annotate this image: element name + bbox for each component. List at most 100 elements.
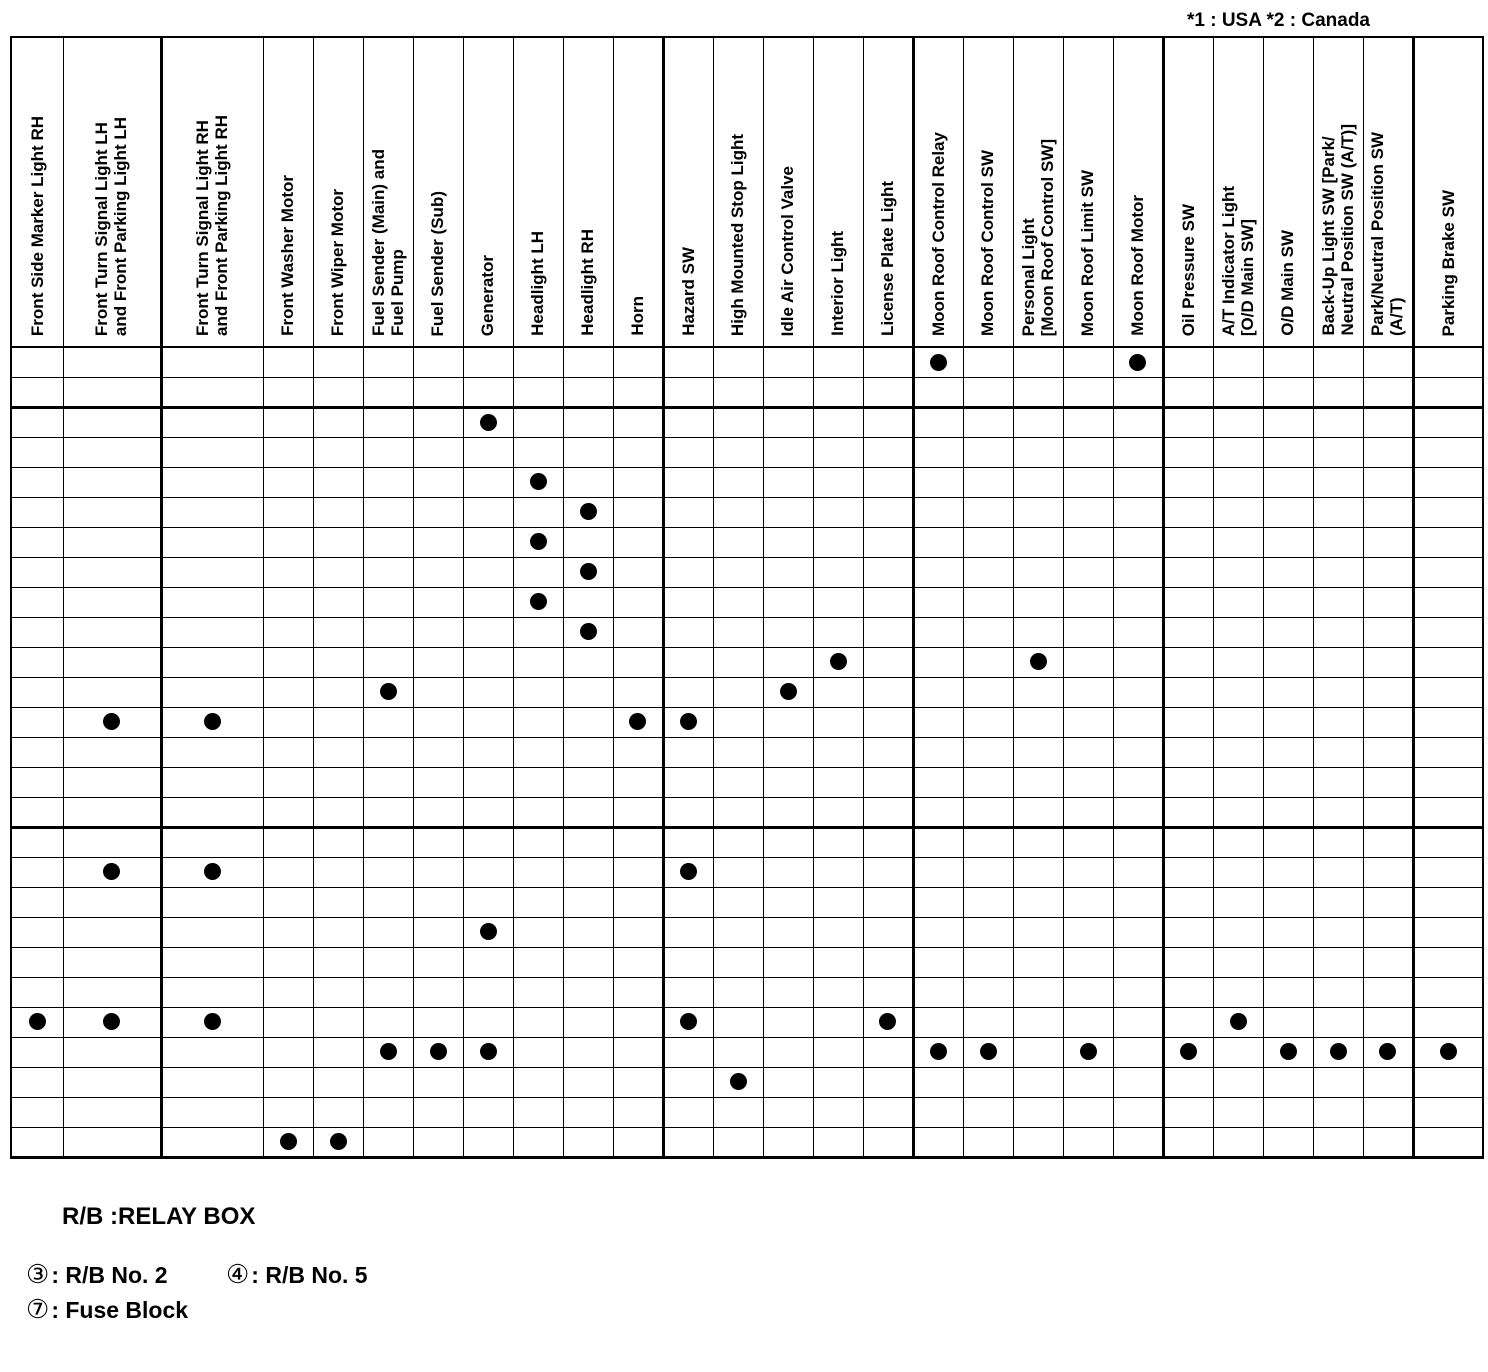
connection-dot	[529, 533, 547, 551]
matrix-cell	[1162, 616, 1214, 648]
matrix-cell	[1012, 586, 1064, 618]
matrix-cell	[1162, 886, 1214, 918]
matrix-cell	[10, 736, 64, 768]
matrix-cell	[1412, 766, 1484, 798]
matrix-cell	[412, 706, 464, 738]
matrix-cell	[612, 916, 665, 948]
matrix-cell	[412, 976, 464, 1008]
legend-item-text: : R/B No. 5	[251, 1261, 368, 1288]
matrix-cell	[1112, 1006, 1165, 1038]
column-header: Fuel Sender (Sub)	[412, 36, 464, 348]
matrix-cell	[1062, 646, 1114, 678]
matrix-cell	[512, 556, 564, 588]
matrix-cell	[912, 946, 964, 978]
matrix-cell	[1312, 1096, 1364, 1128]
matrix-cell	[1062, 1126, 1114, 1159]
matrix-cell	[62, 526, 163, 558]
matrix-cell	[1112, 886, 1165, 918]
matrix-cell	[62, 1066, 163, 1098]
matrix-cell	[562, 496, 614, 528]
matrix-cell	[312, 376, 364, 409]
matrix-cell	[1262, 706, 1314, 738]
matrix-cell	[512, 886, 564, 918]
matrix-cell	[362, 886, 414, 918]
connection-dot	[1129, 353, 1146, 371]
matrix-cell	[962, 736, 1014, 768]
matrix-cell	[762, 496, 814, 528]
matrix-cell	[462, 916, 514, 948]
matrix-row	[10, 436, 1484, 468]
matrix-cell	[312, 436, 364, 468]
matrix-cell	[1112, 496, 1165, 528]
matrix-cell	[1012, 646, 1064, 678]
matrix-cell	[1112, 976, 1165, 1008]
matrix-cell	[762, 946, 814, 978]
connection-dot	[103, 863, 120, 881]
matrix-cell	[612, 826, 665, 858]
matrix-cell	[912, 406, 964, 438]
matrix-cell	[412, 826, 464, 858]
matrix-cell	[1412, 526, 1484, 558]
matrix-cell	[62, 1096, 163, 1128]
service-manual-page: *1 : USA *2 : Canada Front Side Marker L…	[10, 10, 1484, 1324]
matrix-row	[10, 976, 1484, 1008]
matrix-cell	[712, 706, 764, 738]
matrix-cell	[562, 1096, 614, 1128]
matrix-cell	[962, 586, 1014, 618]
matrix-cell	[1212, 886, 1264, 918]
circled-3-icon: ③	[26, 1258, 50, 1289]
matrix-cell	[1062, 796, 1114, 829]
matrix-cell	[1012, 856, 1064, 888]
region-footnote-note: *1 : USA *2 : Canada	[1186, 10, 1370, 31]
matrix-cell	[10, 436, 64, 468]
matrix-cell	[1112, 1096, 1165, 1128]
matrix-row	[10, 556, 1484, 588]
matrix-cell	[512, 646, 564, 678]
matrix-cell	[1162, 736, 1214, 768]
connection-dot	[1329, 1043, 1347, 1061]
matrix-cell	[160, 886, 264, 918]
matrix-cell	[1412, 736, 1484, 768]
matrix-cell	[662, 946, 714, 978]
matrix-cell	[862, 766, 915, 798]
matrix-cell	[762, 766, 814, 798]
matrix-cell	[962, 436, 1014, 468]
column-header: Headlight RH	[562, 36, 614, 348]
matrix-cell	[312, 556, 364, 588]
matrix-cell	[1312, 736, 1364, 768]
connection-dot	[204, 713, 221, 731]
matrix-row	[10, 1006, 1484, 1038]
matrix-cell	[912, 496, 964, 528]
matrix-cell	[962, 916, 1014, 948]
matrix-cell	[662, 616, 714, 648]
matrix-cell	[62, 376, 163, 409]
matrix-cell	[462, 826, 514, 858]
matrix-cell	[1112, 766, 1165, 798]
matrix-cell	[62, 916, 163, 948]
matrix-cell	[412, 526, 464, 558]
matrix-cell	[962, 946, 1014, 978]
matrix-cell	[1262, 976, 1314, 1008]
matrix-cell	[362, 346, 414, 378]
matrix-cell	[662, 826, 714, 858]
matrix-cell	[1412, 1006, 1484, 1038]
matrix-cell	[512, 916, 564, 948]
matrix-cell	[262, 1126, 314, 1159]
matrix-cell	[612, 676, 665, 708]
connection-dot	[279, 1132, 297, 1150]
matrix-cell	[160, 1006, 264, 1038]
matrix-cell	[1312, 946, 1364, 978]
matrix-cell	[1262, 1126, 1314, 1159]
matrix-cell	[912, 376, 964, 409]
matrix-cell	[462, 706, 514, 738]
column-header-label: Front Wiper Motor	[328, 188, 348, 336]
matrix-cell	[912, 586, 964, 618]
matrix-cell	[862, 646, 915, 678]
matrix-cell	[412, 556, 464, 588]
matrix-cell	[362, 526, 414, 558]
matrix-cell	[812, 946, 864, 978]
matrix-cell	[1262, 586, 1314, 618]
column-header-label: Horn	[627, 296, 647, 336]
matrix-cell	[1062, 856, 1114, 888]
matrix-cell	[62, 466, 163, 498]
